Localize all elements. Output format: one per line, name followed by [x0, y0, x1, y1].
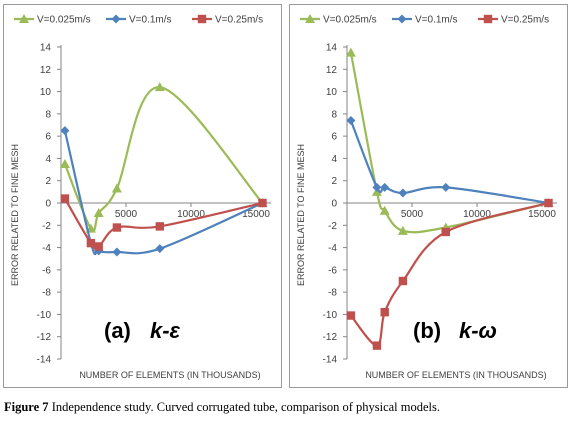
- y-tick-label: -10: [37, 310, 52, 321]
- data-point-v-0-25m-s: [380, 308, 389, 317]
- chart-panel-k-omega: 14 12 10 8 6 4 2 0 -2 -4 -6 -8 -10 -12 -14 5000 10000 150…: [289, 4, 568, 388]
- data-point-v-0-1m-s: [441, 182, 451, 192]
- series-line-v-0-025m-s: [349, 52, 549, 234]
- caption-text: Independence study. Curved corrugated tu…: [48, 400, 440, 414]
- y-tick-label: -2: [42, 221, 51, 232]
- caption-label: Figure 7: [4, 400, 49, 414]
- y-tick-label: -14: [323, 355, 338, 366]
- legend-label: V=0.25m/s: [501, 15, 549, 26]
- data-point-v-0-25m-s: [372, 341, 382, 350]
- data-point-v-0-025m-s: [59, 159, 70, 168]
- y-tick-label: 6: [331, 132, 337, 143]
- x-axis-title: NUMBER OF ELEMENTS (IN THOUSANDS): [365, 370, 546, 380]
- legend-label: V=0.25m/s: [215, 15, 263, 26]
- data-point-v-0-25m-s: [112, 223, 122, 232]
- x-tick-label: 15000: [528, 209, 556, 220]
- x-axis-title: NUMBER OF ELEMENTS (IN THOUSANDS): [79, 370, 260, 380]
- legend-label: V=0.1m/s: [415, 15, 458, 26]
- data-point-v-0-025m-s: [345, 47, 356, 57]
- data-point-v-0-1m-s: [112, 247, 122, 257]
- data-point-v-0-25m-s: [544, 198, 553, 208]
- y-tick-label: -6: [328, 265, 337, 276]
- y-tick-label: -2: [328, 221, 337, 232]
- data-point-v-0-1m-s: [372, 182, 382, 192]
- y-tick-label: 8: [45, 109, 51, 120]
- data-point-v-0-025m-s: [93, 208, 104, 218]
- legend-label: V=0.025m/s: [37, 15, 91, 26]
- y-tick-label: 4: [331, 154, 337, 165]
- y-tick-label: 4: [45, 154, 51, 165]
- data-point-v-0-25m-s: [258, 198, 267, 208]
- y-tick-label: -12: [37, 332, 52, 343]
- data-point-v-0-025m-s: [379, 205, 390, 215]
- y-tick-label: 12: [40, 65, 52, 76]
- data-point-v-0-1m-s: [380, 182, 390, 192]
- y-tick-label: 10: [326, 87, 338, 98]
- legend-label: V=0.025m/s: [323, 15, 377, 26]
- series-line-v-0-1m-s: [349, 120, 549, 205]
- legend-marker-v-0-025m-s: [305, 14, 315, 23]
- x-tick-label: 10000: [463, 209, 491, 220]
- x-tick-label: 15000: [242, 209, 270, 220]
- y-tick-label: -8: [328, 288, 337, 299]
- data-point-v-0-025m-s: [154, 82, 165, 92]
- y-tick-label: 14: [40, 43, 52, 54]
- y-tick-label: -12: [323, 332, 338, 343]
- model-annotation-label: (b): [413, 318, 441, 343]
- data-point-v-0-25m-s: [155, 222, 164, 231]
- y-tick-label: 14: [326, 43, 338, 54]
- data-point-v-0-25m-s: [346, 311, 356, 320]
- y-tick-label: 12: [326, 65, 338, 76]
- y-tick-label: 8: [331, 109, 337, 120]
- y-tick-label: 2: [45, 176, 51, 187]
- chart-panel-k-epsilon: 14 12 10 8 6 4 2 0 -2 -4 -6 -8 -10 -12 -14 5000 10000 150…: [3, 4, 282, 388]
- y-tick-label: 6: [45, 132, 51, 143]
- data-point-v-0-1m-s: [398, 188, 408, 198]
- legend-marker-v-0-1m-s: [111, 14, 121, 24]
- x-tick-label: 5000: [115, 209, 138, 220]
- data-point-v-0-1m-s: [155, 244, 165, 254]
- y-tick-label: 2: [331, 176, 337, 187]
- legend-marker-v-0-025m-s: [19, 14, 29, 23]
- legend-marker-v-0-25m-s: [197, 14, 207, 24]
- x-tick-label: 10000: [177, 209, 205, 220]
- y-axis-title: ERROR RELATED TO FINE MESH: [296, 144, 306, 286]
- y-tick-label: -4: [328, 243, 337, 254]
- chart-k-omega: 14 12 10 8 6 4 2 0 -2 -4 -6 -8 -10 -12 -14 5000 10000 150…: [296, 14, 557, 380]
- y-tick-label: 0: [45, 199, 51, 210]
- data-point-v-0-025m-s: [111, 183, 122, 193]
- data-point-v-0-1m-s: [60, 126, 70, 136]
- legend-label: V=0.1m/s: [129, 15, 172, 26]
- y-tick-label: -4: [42, 243, 51, 254]
- data-point-v-0-25m-s: [94, 242, 103, 251]
- figure-caption: Figure 7 Independence study. Curved corr…: [4, 400, 570, 415]
- data-point-v-0-25m-s: [441, 227, 450, 237]
- x-tick-label: 5000: [401, 209, 424, 220]
- y-axis-title: ERROR RELATED TO FINE MESH: [10, 144, 20, 286]
- legend-marker-v-0-25m-s: [483, 14, 493, 24]
- data-point-v-0-25m-s: [86, 238, 96, 248]
- y-tick-label: -6: [42, 265, 51, 276]
- y-tick-label: 10: [40, 87, 52, 98]
- series-line-v-0-1m-s: [63, 130, 263, 256]
- chart-k-epsilon: 14 12 10 8 6 4 2 0 -2 -4 -6 -8 -10 -12 -14 5000 10000 150…: [10, 14, 271, 380]
- model-annotation-label: (a): [104, 318, 131, 343]
- model-annotation-name: k-ω: [459, 318, 497, 343]
- y-tick-label: -14: [37, 355, 52, 366]
- legend-marker-v-0-1m-s: [397, 14, 407, 24]
- data-point-v-0-1m-s: [346, 116, 356, 126]
- y-tick-label: -8: [42, 288, 51, 299]
- y-tick-label: 0: [331, 199, 337, 210]
- series-line-v-0-25m-s: [350, 201, 549, 347]
- data-point-v-0-25m-s: [60, 194, 70, 203]
- data-point-v-0-025m-s: [397, 225, 408, 235]
- data-point-v-0-25m-s: [398, 276, 408, 286]
- model-annotation-name: k-ε: [150, 318, 181, 343]
- y-tick-label: -10: [323, 310, 338, 321]
